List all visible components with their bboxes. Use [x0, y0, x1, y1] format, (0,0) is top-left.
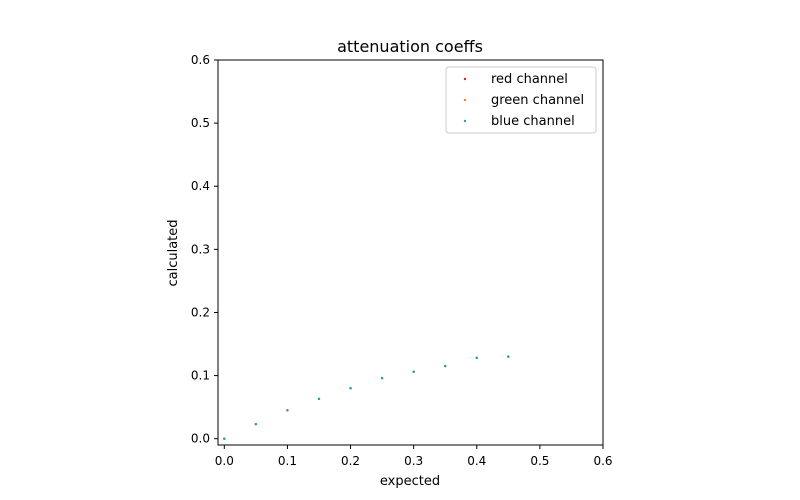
y-tick-label: 0.6: [191, 53, 210, 67]
data-point-blue-channel: [254, 422, 258, 426]
x-tick-label: 0.5: [530, 454, 549, 468]
y-tick-label: 0.3: [191, 242, 210, 256]
x-axis-ticks: 0.0 0.1 0.2 0.3 0.4 0.5 0.6: [215, 445, 613, 468]
y-tick-label: 0.5: [191, 116, 210, 130]
legend: red channel green channel blue channel: [445, 66, 597, 134]
x-tick-label: 0.2: [341, 454, 360, 468]
data-point-blue-channel: [475, 356, 478, 360]
x-tick-label: 0.0: [215, 454, 234, 468]
data-point-blue-channel: [380, 376, 384, 380]
chart-title: attenuation coeffs: [337, 37, 483, 56]
x-axis-label: expected: [380, 474, 440, 489]
x-tick-label: 0.1: [278, 454, 297, 468]
data-point-blue-channel: [286, 409, 289, 412]
data-point-blue-channel: [412, 370, 415, 373]
y-tick-label: 0.4: [191, 179, 210, 193]
x-tick-label: 0.6: [593, 454, 612, 468]
legend-label: blue channel: [491, 114, 575, 129]
legend-marker: [463, 98, 467, 102]
y-tick-label: 0.2: [191, 305, 210, 319]
legend-marker: [463, 77, 467, 81]
y-axis-label: calculated: [166, 219, 181, 286]
y-tick-label: 0.1: [191, 369, 210, 383]
data-point-blue-channel: [223, 437, 226, 440]
x-tick-label: 0.3: [404, 454, 423, 468]
legend-label: red channel: [491, 72, 568, 87]
data-point-blue-channel: [507, 355, 510, 358]
data-points: [223, 355, 510, 440]
legend-label: green channel: [491, 93, 584, 108]
legend-box: [445, 66, 597, 134]
data-point-blue-channel: [317, 397, 321, 401]
data-point-blue-channel: [444, 364, 447, 368]
y-tick-label: 0.0: [191, 432, 210, 446]
y-axis-ticks: 0.0 0.1 0.2 0.3 0.4 0.5 0.6: [191, 53, 218, 446]
data-point-blue-channel: [349, 386, 352, 390]
legend-marker: [463, 119, 467, 123]
x-tick-label: 0.4: [467, 454, 486, 468]
